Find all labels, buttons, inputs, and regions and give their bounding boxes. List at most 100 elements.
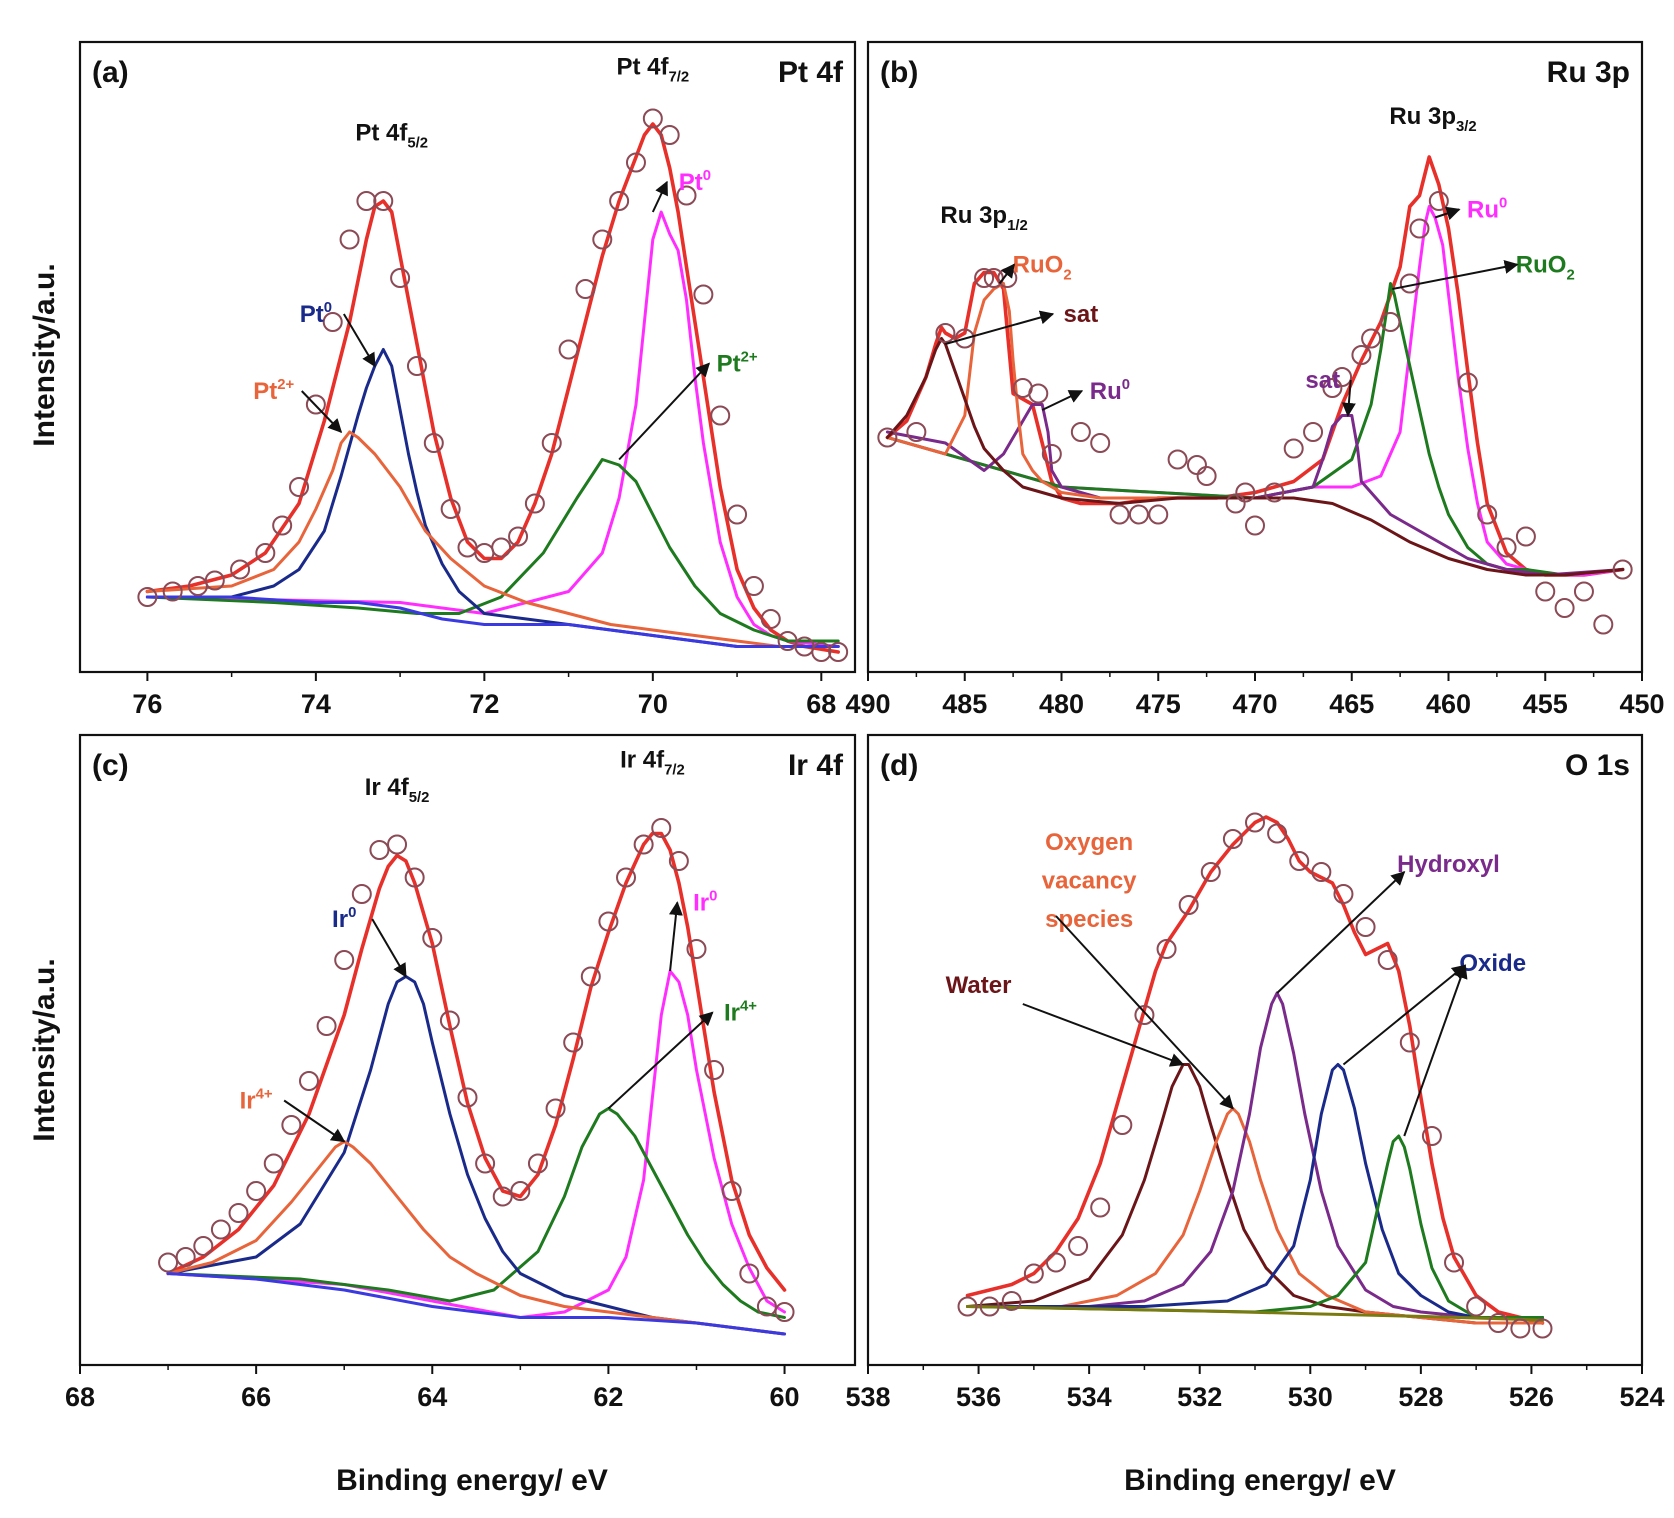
- component-label: Water: [946, 972, 1012, 999]
- x-tick-label: 536: [956, 1382, 1001, 1412]
- data-point: [387, 834, 408, 855]
- component-line: [145, 430, 840, 648]
- data-point: [598, 911, 619, 932]
- data-point: [322, 312, 343, 332]
- annotation-arrow: [618, 362, 711, 461]
- panel-title: O 1s: [1565, 749, 1630, 782]
- data-point: [1267, 823, 1288, 844]
- data-point: [316, 1016, 337, 1036]
- panel-d: 538 536 534 532 530 528 526 524 (d) O 1s Oxygen vac…: [845, 733, 1665, 1412]
- data-point: [1488, 1313, 1509, 1333]
- data-point: [743, 576, 764, 596]
- data-point: [1045, 1252, 1066, 1273]
- x-tick-label: 480: [1039, 689, 1084, 719]
- data-point: [272, 515, 293, 536]
- component-line: [145, 210, 840, 648]
- data-point: [1245, 515, 1265, 536]
- annotation-arrow: [651, 180, 668, 213]
- data-point: [422, 928, 443, 948]
- data-point: [668, 851, 689, 871]
- envelope-line: [145, 122, 840, 654]
- data-point: [1380, 312, 1401, 332]
- data-point: [541, 433, 562, 453]
- data-point: [1361, 328, 1382, 349]
- data-point: [1428, 191, 1449, 211]
- peak-label: Ru 3p1/2: [940, 202, 1027, 234]
- data-point: [563, 1032, 584, 1053]
- panel-title: Ir 4f: [788, 749, 844, 782]
- x-tick-label: 538: [845, 1382, 890, 1412]
- data-point: [828, 642, 849, 662]
- plot-frame: [866, 40, 1644, 674]
- x-tick-label: 455: [1523, 689, 1568, 719]
- data-point: [1554, 598, 1575, 618]
- component-label: Pt2+: [717, 349, 758, 377]
- data-point: [137, 587, 158, 607]
- component-line: [966, 991, 1544, 1319]
- component-label: Oxygen: [1045, 829, 1133, 856]
- annotation-arrow: [607, 1011, 714, 1110]
- component-line: [966, 1134, 1544, 1319]
- component-label: vacancy: [1042, 868, 1137, 895]
- data-point: [1496, 537, 1517, 558]
- data-point: [651, 818, 672, 838]
- data-point: [1289, 851, 1310, 871]
- data-point: [510, 1181, 531, 1201]
- data-point: [1167, 449, 1188, 470]
- x-tick-label: 524: [1619, 1382, 1664, 1412]
- component-line: [885, 337, 1625, 577]
- x-tick-label: 64: [417, 1382, 447, 1412]
- annotation-arrow: [1055, 915, 1234, 1110]
- data-point: [246, 1181, 267, 1201]
- data-point: [774, 1302, 795, 1322]
- data-point: [1535, 581, 1556, 602]
- data-point: [1421, 1126, 1442, 1146]
- data-point: [756, 1296, 777, 1317]
- panel-label: (c): [92, 749, 129, 782]
- x-tick-label: 526: [1509, 1382, 1554, 1412]
- component-line: [966, 1063, 1544, 1325]
- data-point: [1515, 526, 1536, 547]
- component-line: [145, 458, 840, 643]
- x-tick-label: 72: [469, 689, 499, 719]
- component-label: Ru0: [1090, 377, 1130, 405]
- x-tick-label: 70: [638, 689, 668, 719]
- x-tick-label: 490: [845, 689, 890, 719]
- data-point: [524, 493, 545, 514]
- data-point: [390, 268, 411, 288]
- data-point: [1134, 1005, 1155, 1025]
- panel-label: (d): [880, 749, 918, 782]
- x-tick-label: 460: [1426, 689, 1471, 719]
- annotation-arrow: [371, 918, 407, 978]
- component-label: Pt0: [300, 300, 332, 328]
- component-line: [166, 975, 786, 1336]
- x-tick-label: 68: [65, 1382, 95, 1412]
- component-label: sat: [1305, 367, 1340, 394]
- data-point: [1001, 1291, 1022, 1311]
- data-point: [592, 229, 613, 250]
- annotation-arrow: [1276, 871, 1406, 994]
- data-point: [1186, 455, 1207, 475]
- panel-label: (a): [92, 56, 129, 89]
- component-label: Ir4+: [240, 1086, 273, 1114]
- data-point: [954, 328, 975, 349]
- data-point: [406, 356, 427, 376]
- x-tick-label: 528: [1398, 1382, 1443, 1412]
- data-point: [457, 1087, 478, 1108]
- data-point: [633, 834, 654, 855]
- x-tick-label: 485: [942, 689, 987, 719]
- component-line: [885, 282, 1257, 500]
- x-tick-label: 530: [1288, 1382, 1333, 1412]
- component-line: [166, 1140, 786, 1336]
- data-point: [351, 884, 372, 904]
- peak-label: Ru 3p3/2: [1389, 103, 1476, 135]
- component-label: Ir0: [332, 905, 356, 933]
- peak-label: Ir 4f7/2: [620, 747, 685, 779]
- x-tick-label: 62: [593, 1382, 623, 1412]
- data-point: [877, 427, 898, 448]
- data-point: [210, 1219, 231, 1240]
- data-point: [1477, 504, 1498, 525]
- data-point: [289, 477, 310, 497]
- data-point: [1235, 482, 1256, 503]
- panel-label: (b): [880, 56, 918, 89]
